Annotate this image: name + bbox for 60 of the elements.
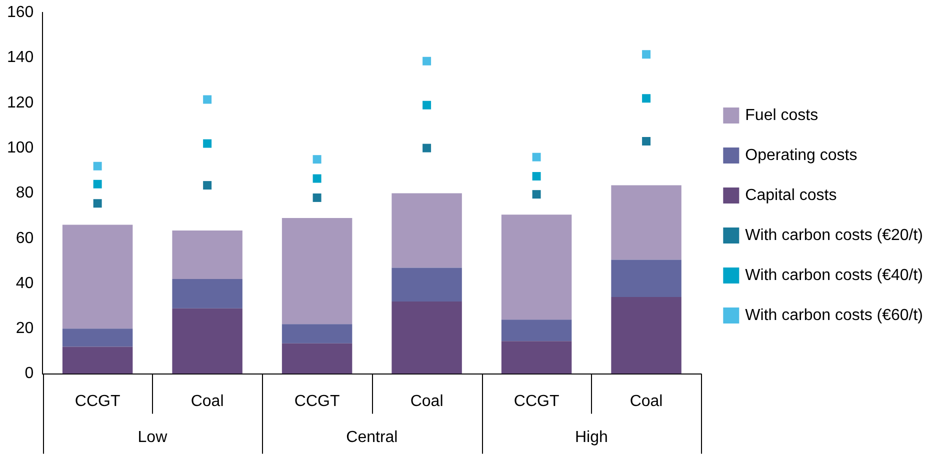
bar [392, 193, 462, 268]
x-tick-label: Coal [190, 392, 224, 410]
bar [62, 346, 133, 374]
bar [62, 224, 133, 329]
legend-label: Operating costs [745, 146, 858, 164]
x-tick-label: Coal [410, 392, 444, 410]
y-tick-label: 80 [16, 184, 34, 202]
y-tick-label: 60 [16, 230, 34, 247]
y-tick-label: 140 [6, 49, 34, 66]
legend-label: With carbon costs (€40/t) [745, 266, 923, 284]
point [203, 95, 212, 104]
bar [611, 297, 682, 374]
bar [392, 302, 462, 374]
bar [611, 185, 682, 260]
point [312, 193, 322, 202]
bar [282, 343, 352, 374]
x-tick-label: CCGT [74, 392, 120, 410]
point [642, 94, 651, 103]
x-tick-label: Coal [630, 392, 663, 410]
text: High [574, 429, 608, 446]
legend-label: With carbon costs (€20/t) [745, 226, 923, 244]
point [422, 144, 432, 152]
point [93, 180, 102, 188]
x-tick-label: CCGT [294, 392, 340, 410]
bar [172, 230, 242, 279]
point [203, 139, 212, 148]
point [642, 50, 651, 59]
point [312, 174, 322, 183]
y-tick-label: 20 [16, 320, 34, 338]
point [93, 199, 102, 208]
bar [501, 341, 572, 374]
text: Central [346, 429, 398, 446]
bar [172, 308, 242, 374]
y-tick-label: 40 [16, 274, 34, 292]
legend-label: Capital costs [745, 186, 837, 204]
x-tick-label: CCGT [514, 392, 560, 410]
legend-label: With carbon costs (€60/t) [745, 306, 923, 324]
y-tick-label: 0 [24, 365, 34, 382]
point [93, 162, 102, 170]
bar [392, 268, 462, 302]
point [532, 152, 541, 162]
point [312, 155, 322, 164]
bar [501, 320, 572, 342]
legend-label: Fuel costs [745, 106, 818, 124]
y-tick-label: 160 [6, 4, 34, 22]
point [532, 172, 541, 181]
bar [501, 214, 572, 320]
point [642, 137, 651, 146]
bar [172, 278, 242, 308]
point [422, 56, 432, 66]
point [422, 100, 432, 110]
y-tick-label: 100 [6, 139, 34, 156]
bar [62, 328, 133, 347]
point [203, 181, 212, 190]
bar [282, 218, 352, 324]
y-tick-label: 120 [6, 94, 34, 112]
text: Low [138, 429, 168, 446]
bar [282, 324, 352, 344]
point [532, 190, 541, 199]
bar [611, 260, 682, 298]
